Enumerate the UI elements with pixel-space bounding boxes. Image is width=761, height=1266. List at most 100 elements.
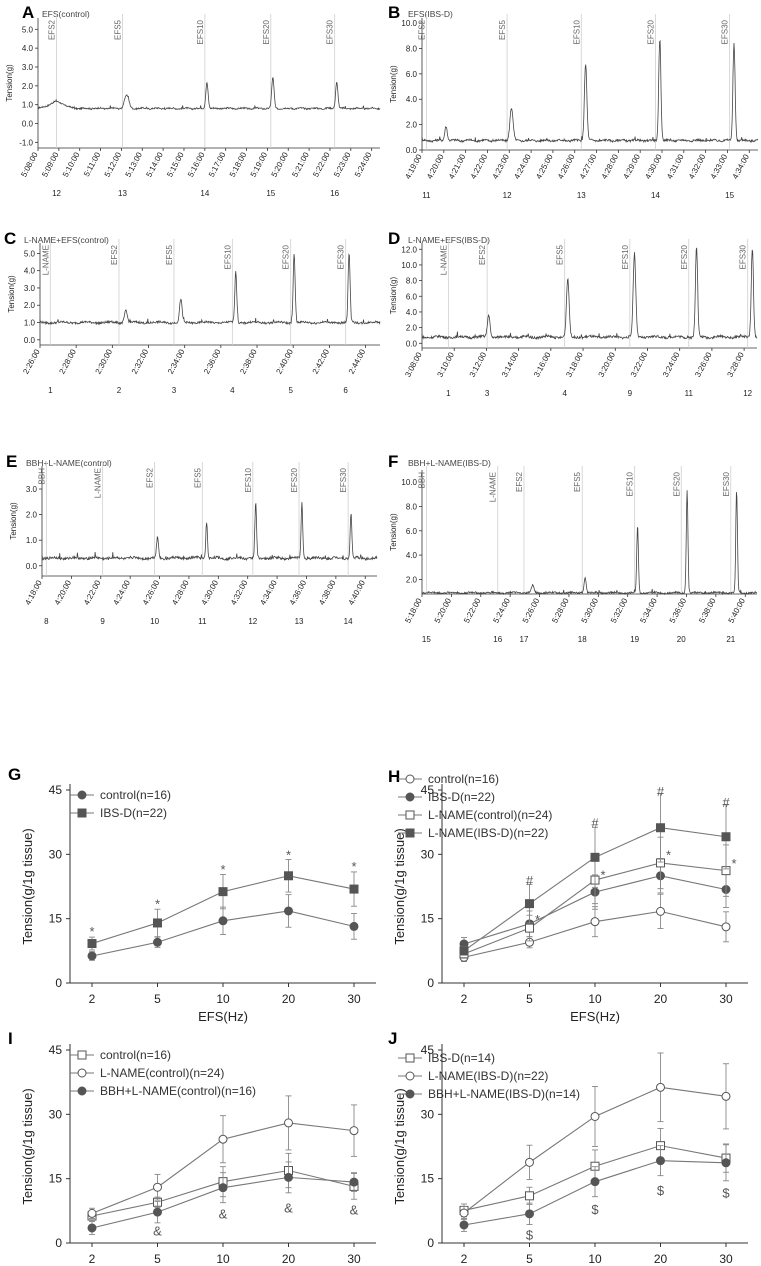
y-tick-label: 15 <box>49 1172 63 1186</box>
data-point <box>459 1208 469 1218</box>
y-tick-label: 5.0 <box>22 25 34 34</box>
event-label: EFS5 <box>498 19 507 40</box>
y-tick-label: 1.0 <box>22 101 34 110</box>
event-label: BBH <box>37 468 46 485</box>
y-tick-label: 10.0 <box>401 478 417 487</box>
y-tick-label: 30 <box>421 847 435 861</box>
y-tick-label: 6.0 <box>406 527 418 536</box>
y-tick-label: 1.0 <box>26 536 38 545</box>
y-tick-label: 45 <box>49 783 63 797</box>
x-tick-label: 5:34:00 <box>638 596 659 624</box>
panel-title: L-NAME+EFS(IBS-D) <box>408 235 490 245</box>
legend-label: L-NAME(control)(n=24) <box>100 1066 224 1080</box>
event-label: EFS10 <box>244 467 253 492</box>
x-tick-label: 5 <box>526 1252 533 1266</box>
event-label: EFS2 <box>146 467 155 488</box>
series-1 <box>87 1095 359 1220</box>
x-tick-label: 5:32:00 <box>609 596 630 624</box>
event-label: EFS2 <box>417 19 426 40</box>
data-point <box>405 810 415 820</box>
y-tick-label: 45 <box>421 783 435 797</box>
event-label: EFS2 <box>478 244 487 265</box>
x-tick-label: 4:28:00 <box>170 578 191 606</box>
y-tick-label: 4.0 <box>24 267 36 276</box>
significance-mark: & <box>350 1203 359 1218</box>
x-tick-label: 10 <box>588 1252 602 1266</box>
y-tick-label: 0 <box>55 976 62 990</box>
significance-mark: * <box>666 847 671 862</box>
event-number: 16 <box>493 635 502 644</box>
y-tick-label: 30 <box>49 1107 63 1121</box>
legend-label: control(n=16) <box>100 1048 171 1062</box>
x-tick-label: 5:18:00 <box>403 596 424 624</box>
data-point <box>87 1223 97 1233</box>
series-0 <box>87 894 359 961</box>
y-tick-label: 2.0 <box>406 324 418 333</box>
x-tick-label: 4:31:00 <box>665 152 686 180</box>
x-tick-label: 5:36:00 <box>668 596 689 624</box>
event-label: EFS10 <box>196 19 205 44</box>
x-axis-label: EFS(Hz) <box>198 1009 248 1024</box>
event-label: EFS20 <box>262 19 271 44</box>
panel-title: BBH+L-NAME(IBS-D) <box>408 458 491 468</box>
x-tick-label: 5:26:00 <box>521 596 542 624</box>
event-label: L-NAME <box>439 245 448 275</box>
y-axis-label: Tension(g/1g tissue) <box>392 1088 407 1204</box>
x-tick-label: 4:21:00 <box>447 152 468 180</box>
event-label: L-NAME <box>489 472 498 502</box>
x-tick-label: 5:18:00 <box>228 150 249 178</box>
data-point <box>284 1172 293 1182</box>
significance-mark: * <box>600 868 605 883</box>
event-number: 16 <box>330 189 339 198</box>
x-tick-label: 2 <box>461 992 468 1006</box>
data-point <box>349 921 359 931</box>
event-label: EFS30 <box>339 467 348 492</box>
panel-title: BBH+L-NAME(control) <box>26 458 112 468</box>
panel-letter: A <box>22 3 34 22</box>
y-tick-label: 5.0 <box>24 249 36 258</box>
x-tick-label: 5:30:00 <box>580 596 601 624</box>
y-tick-label: 4.0 <box>406 308 418 317</box>
x-tick-label: 4:25:00 <box>534 152 555 180</box>
event-label: EFS20 <box>646 19 655 44</box>
y-axis-label: Tension(g) <box>9 502 18 540</box>
event-label: EFS20 <box>282 244 291 269</box>
y-tick-label: 0 <box>55 1236 62 1250</box>
x-tick-label: 2:34:00 <box>166 347 187 375</box>
y-tick-label: 45 <box>421 1043 435 1057</box>
y-tick-label: 10.0 <box>401 261 417 270</box>
panel-title: L-NAME+EFS(control) <box>24 235 109 245</box>
data-point <box>77 808 87 818</box>
x-tick-label: 4:20:00 <box>53 578 74 606</box>
x-tick-label: 4:28:00 <box>600 152 621 180</box>
panel-letter: F <box>388 452 398 471</box>
series-1 <box>87 859 359 951</box>
x-tick-label: 4:22:00 <box>469 152 490 180</box>
x-tick-label: 5:38:00 <box>697 596 718 624</box>
x-tick-label: 4:19:00 <box>403 152 424 180</box>
y-tick-label: 0 <box>427 1236 434 1250</box>
event-number: 12 <box>248 617 257 626</box>
trace-panel-b: B EFS(IBS-D)10.0 8.0 6.0 4.0 2.0 0.0 Tension(g)… <box>388 3 759 200</box>
y-axis-label: Tension(g) <box>5 64 14 102</box>
event-label: EFS10 <box>626 471 635 496</box>
significance-mark: # <box>591 816 599 831</box>
x-tick-label: 5:10:00 <box>61 150 82 178</box>
legend-label: IBS-D(n=14) <box>428 1051 495 1065</box>
y-axis-label: Tension(g/1g tissue) <box>20 828 35 944</box>
data-point <box>656 1156 665 1166</box>
significance-mark: $ <box>526 1228 534 1243</box>
y-tick-label: 3.0 <box>26 485 38 494</box>
significance-mark: # <box>657 784 665 799</box>
event-label: EFS5 <box>113 19 122 40</box>
x-tick-label: 5 <box>154 1252 161 1266</box>
data-point <box>525 1157 534 1167</box>
y-tick-label: 15 <box>421 1172 435 1186</box>
x-tick-label: 5:28:00 <box>550 596 571 624</box>
significance-mark: & <box>284 1201 293 1216</box>
event-label: EFS10 <box>223 244 232 269</box>
x-axis-label: EFS(Hz) <box>570 1009 620 1024</box>
y-tick-label: 0.0 <box>24 336 36 345</box>
event-label: EFS30 <box>739 244 748 269</box>
x-tick-label: 4:26:00 <box>556 152 577 180</box>
